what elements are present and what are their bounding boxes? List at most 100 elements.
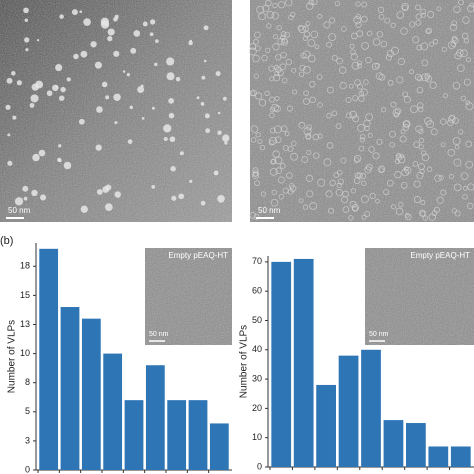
y-tick-label: 3 xyxy=(25,435,30,445)
particle xyxy=(361,195,369,204)
particle xyxy=(335,189,343,197)
particle xyxy=(378,165,386,173)
y-tick-label: 10 xyxy=(252,432,262,442)
particle xyxy=(409,69,414,75)
particle xyxy=(300,52,307,59)
y-tick-label: 20 xyxy=(252,403,262,413)
particle xyxy=(261,54,268,62)
particle xyxy=(366,30,373,37)
particle xyxy=(412,36,420,44)
particle xyxy=(350,49,356,55)
particle xyxy=(104,203,113,212)
particle xyxy=(189,179,193,184)
particle xyxy=(390,101,397,108)
particle xyxy=(405,213,412,221)
particle xyxy=(413,196,421,204)
particle xyxy=(141,117,145,120)
particle xyxy=(309,202,318,210)
particle xyxy=(133,30,141,37)
particle xyxy=(421,12,427,18)
particle xyxy=(55,85,59,89)
particle xyxy=(368,146,375,153)
bar xyxy=(124,400,144,470)
y-tick-label: 50 xyxy=(252,315,262,325)
particle xyxy=(397,57,406,66)
particle xyxy=(266,23,272,29)
bar xyxy=(103,353,123,470)
particle xyxy=(421,59,429,67)
particle xyxy=(381,107,387,113)
particle xyxy=(341,26,347,32)
particle xyxy=(271,189,278,196)
particle xyxy=(337,178,344,185)
particle xyxy=(309,81,316,88)
particle xyxy=(394,158,400,164)
particle xyxy=(203,25,209,31)
particle xyxy=(317,102,323,108)
micrograph-left: 50 nm xyxy=(0,0,232,222)
particle xyxy=(326,86,334,94)
particle xyxy=(305,174,314,182)
particle xyxy=(418,144,424,150)
particle xyxy=(326,142,334,149)
particle xyxy=(306,190,314,198)
y-tick-label: 40 xyxy=(252,344,262,354)
particle xyxy=(101,81,108,88)
particle xyxy=(395,207,404,216)
particle xyxy=(285,0,293,7)
particle xyxy=(274,70,280,77)
particle xyxy=(83,18,91,26)
particle xyxy=(420,8,426,15)
particle xyxy=(450,41,457,48)
particle xyxy=(290,11,296,18)
particle xyxy=(298,121,306,129)
particle xyxy=(335,123,342,130)
particle xyxy=(129,105,134,110)
particle xyxy=(431,210,438,216)
particle xyxy=(361,214,367,220)
particle xyxy=(453,183,462,192)
particle xyxy=(169,136,176,143)
particle xyxy=(6,77,13,84)
particle xyxy=(378,73,386,81)
particle xyxy=(367,132,373,138)
particle xyxy=(302,50,311,59)
inset-micrograph: Empty pEAQ-HT 50 nm xyxy=(145,248,232,345)
particle xyxy=(288,14,294,21)
particle xyxy=(360,88,368,96)
particle xyxy=(301,156,309,163)
particle xyxy=(390,22,396,28)
particle xyxy=(314,44,320,50)
particle xyxy=(394,107,402,115)
bar xyxy=(81,318,101,470)
particle xyxy=(252,167,259,174)
particle xyxy=(385,54,393,61)
particle xyxy=(273,74,281,82)
particle xyxy=(463,78,471,86)
particle xyxy=(428,213,436,221)
particle xyxy=(96,189,103,195)
y-axis-label: Number of VLPs xyxy=(239,325,250,398)
particle xyxy=(345,112,352,119)
particle xyxy=(326,112,332,119)
particle xyxy=(286,105,293,112)
particle xyxy=(336,57,343,65)
particle xyxy=(63,161,72,170)
particle xyxy=(448,174,454,180)
particle xyxy=(250,137,257,143)
inset-micrograph: Empty pEAQ-HT 50 nm xyxy=(365,248,474,345)
inset-noise xyxy=(145,248,232,345)
particle xyxy=(317,13,323,19)
particle xyxy=(352,115,360,123)
particle xyxy=(140,84,144,88)
particle xyxy=(205,128,211,134)
particle xyxy=(309,96,316,103)
particle xyxy=(114,121,118,125)
y-tick-label: 30 xyxy=(252,373,262,383)
particle xyxy=(114,191,121,198)
particle xyxy=(448,115,456,123)
particle xyxy=(356,124,365,132)
particle xyxy=(350,188,356,194)
particle xyxy=(429,81,437,89)
particle xyxy=(24,18,28,22)
